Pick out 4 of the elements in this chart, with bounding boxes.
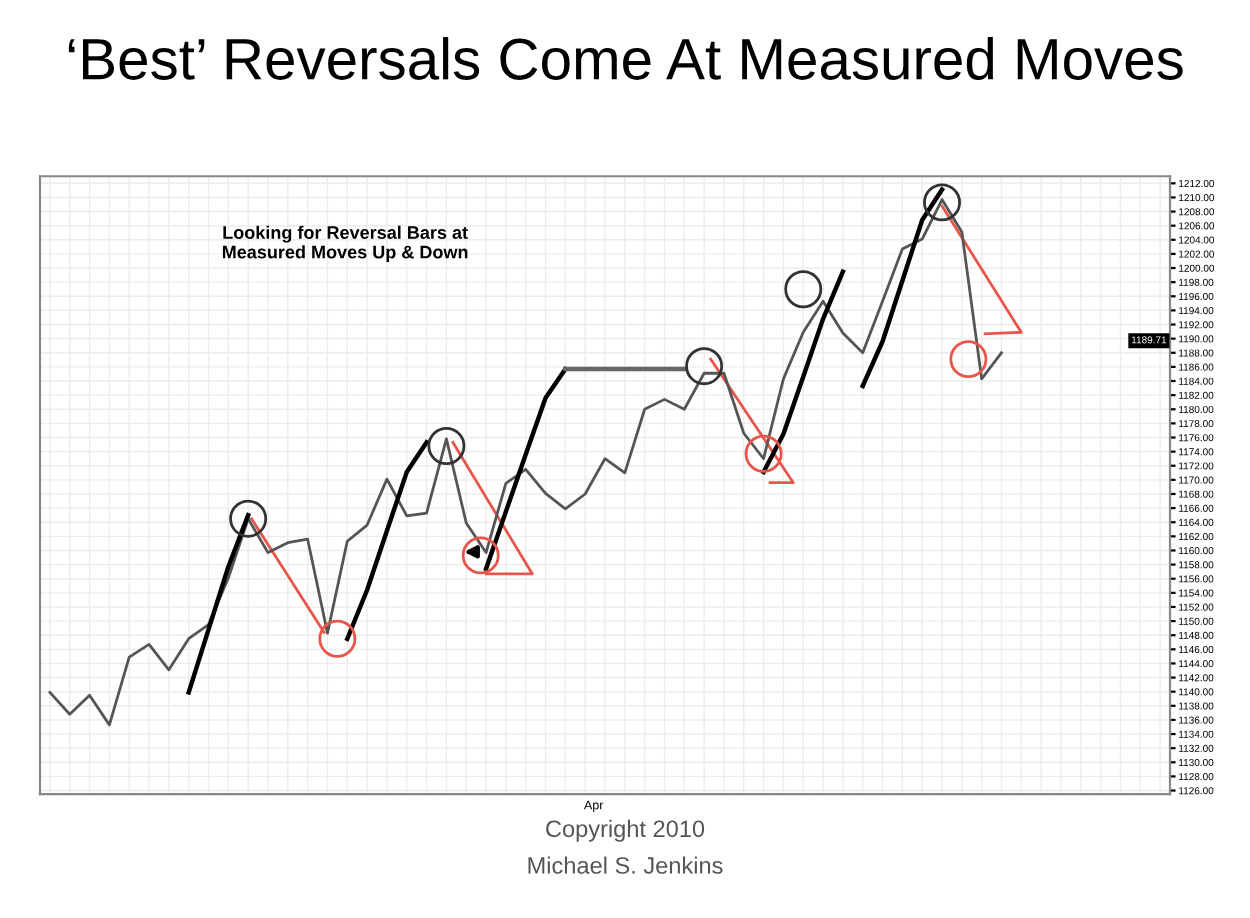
text: Michael S. Jenkins [528,856,723,874]
annotation: Looking for Reversal Bars at Measured Moves Up & Down [222,225,468,263]
chart-title: ‘Best’ Reversals Come At Measured Moves [68,37,1183,80]
text: Copyright 2010 [546,819,705,842]
